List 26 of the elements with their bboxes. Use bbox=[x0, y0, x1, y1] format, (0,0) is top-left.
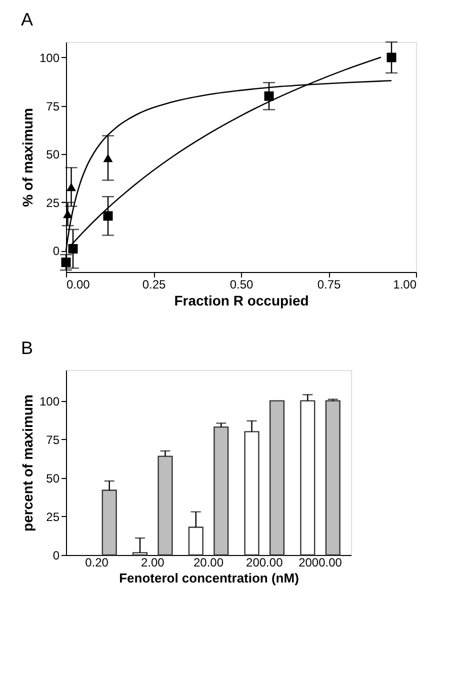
x-tick-label: 2000.00 bbox=[298, 556, 342, 570]
x-tick-label: 200.00 bbox=[246, 556, 284, 570]
y-tick-label: 50 bbox=[46, 148, 60, 162]
y-axis-title: percent of maximum bbox=[19, 394, 36, 532]
y-axis-title: % of maximum bbox=[19, 108, 36, 207]
x-tick-label: 0.25 bbox=[142, 278, 166, 292]
x-tick-label: 20.00 bbox=[193, 556, 224, 570]
x-axis-title: Fenoterol concentration (nM) bbox=[119, 570, 299, 586]
x-tick-label: 2.00 bbox=[140, 556, 165, 570]
chart-title: B bbox=[20, 338, 33, 358]
y-tick-label: 0 bbox=[52, 548, 60, 562]
x-tick-label: 0.50 bbox=[230, 278, 254, 292]
x-tick-label: 1.00 bbox=[393, 278, 417, 292]
y-tick-label: 0 bbox=[52, 244, 60, 258]
y-tick-label: 25 bbox=[46, 510, 60, 524]
x-tick-label: 0.20 bbox=[85, 556, 109, 570]
y-tick-label: 75 bbox=[46, 432, 60, 447]
y-tick-label: 75 bbox=[46, 99, 60, 114]
y-tick-label: 50 bbox=[46, 471, 60, 486]
x-axis-title: Fraction R occupied bbox=[174, 292, 309, 308]
y-tick-label: 100 bbox=[39, 50, 60, 65]
y-tick-label: 100 bbox=[39, 394, 60, 408]
x-tick-label: 0.00 bbox=[66, 278, 90, 292]
y-tick-label: 25 bbox=[46, 196, 60, 210]
x-tick-label: 0.75 bbox=[317, 278, 341, 292]
chart-title: A bbox=[20, 9, 33, 30]
